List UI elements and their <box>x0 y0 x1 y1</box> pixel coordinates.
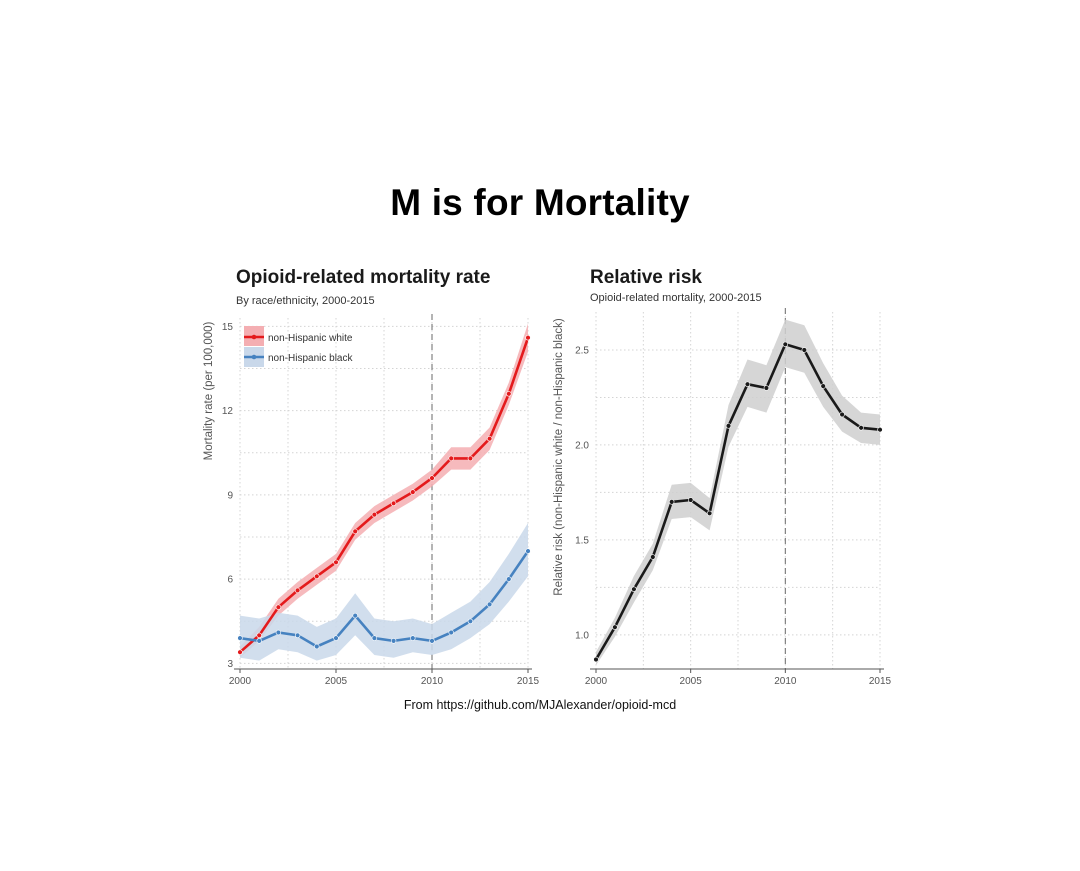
relative-risk-x-tick-label: 2015 <box>869 676 892 687</box>
relative-risk-point-series-0 <box>877 427 883 433</box>
mortality-point-series-0 <box>256 632 262 638</box>
mortality-point-series-1 <box>390 638 397 644</box>
mortality-point-series-0 <box>294 587 301 594</box>
mortality-band-series-0 <box>240 323 528 658</box>
mortality-y-tick-label: 15 <box>222 322 234 333</box>
relative-risk-chart: Relative risk Opioid-related mortality, … <box>553 267 892 687</box>
relative-risk-point-series-0 <box>631 586 637 592</box>
relative-risk-y-tick-label: 1.0 <box>575 630 589 641</box>
mortality-point-series-0 <box>371 511 378 518</box>
mortality-point-series-0 <box>467 455 474 462</box>
relative-risk-point-series-0 <box>725 423 732 429</box>
relative-risk-point-series-0 <box>668 499 675 505</box>
relative-risk-x-tick-label: 2000 <box>585 676 608 687</box>
mortality-chart-title: Opioid-related mortality rate <box>236 267 490 288</box>
relative-risk-grid <box>595 308 881 669</box>
mortality-point-series-0 <box>525 335 531 341</box>
mortality-point-series-1 <box>256 638 262 644</box>
mortality-point-series-0 <box>429 475 435 481</box>
mortality-x-tick-label: 2015 <box>517 676 540 687</box>
mortality-chart-subtitle: By race/ethnicity, 2000-2015 <box>236 295 375 307</box>
mortality-line-series-1 <box>239 550 530 648</box>
legend-white-swatch-point <box>251 334 257 340</box>
relative-risk-axes: 2000 2005 2010 2015 1.0 1.5 2.0 2.5 <box>575 345 891 687</box>
relative-risk-x-tick-label: 2005 <box>680 676 703 687</box>
legend-black-label: non-Hispanic black <box>268 353 353 364</box>
mortality-line-series-0 <box>239 337 530 654</box>
relative-risk-point-series-0 <box>744 381 751 387</box>
mortality-point-series-1 <box>486 601 493 608</box>
mortality-series-points <box>237 335 531 655</box>
relative-risk-point-series-0 <box>706 510 713 516</box>
mortality-y-tick-label: 12 <box>222 406 234 417</box>
mortality-y-axis-label: Mortality rate (per 100,000) <box>203 321 215 460</box>
mortality-point-series-0 <box>237 649 243 655</box>
mortality-point-series-1 <box>294 632 301 638</box>
mortality-y-tick-label: 6 <box>227 575 233 586</box>
mortality-point-series-1 <box>429 638 435 644</box>
source-credit: From https://github.com/MJAlexander/opio… <box>403 698 677 712</box>
mortality-point-series-1 <box>275 629 282 636</box>
mortality-point-series-1 <box>410 635 416 641</box>
mortality-point-series-0 <box>448 455 454 462</box>
mortality-y-tick-label: 3 <box>227 659 233 670</box>
relative-risk-point-series-0 <box>820 383 826 389</box>
mortality-point-series-0 <box>390 500 397 506</box>
mortality-point-series-1 <box>525 548 531 554</box>
page-title: M is for Mortality <box>390 182 690 223</box>
mortality-point-series-0 <box>275 604 282 610</box>
mortality-point-series-0 <box>352 528 358 535</box>
mortality-confidence-bands <box>240 323 528 661</box>
mortality-band-series-1 <box>240 523 528 661</box>
mortality-point-series-1 <box>333 635 339 641</box>
relative-risk-point-series-0 <box>612 624 618 630</box>
mortality-legend: non-Hispanic white non-Hispanic black <box>244 326 353 367</box>
relative-risk-point-series-0 <box>801 347 807 353</box>
relative-risk-line <box>594 342 881 661</box>
relative-risk-y-axis-label: Relative risk (non-Hispanic white / non-… <box>553 318 565 596</box>
relative-risk-point-series-0 <box>593 656 599 663</box>
mortality-series-lines <box>239 337 530 654</box>
mortality-point-series-0 <box>486 436 493 442</box>
relative-risk-chart-subtitle: Opioid-related mortality, 2000-2015 <box>590 292 762 304</box>
relative-risk-point-series-0 <box>858 425 864 431</box>
relative-risk-confidence-band <box>596 319 880 666</box>
relative-risk-point-series-0 <box>839 411 845 418</box>
relative-risk-point-series-0 <box>650 554 656 560</box>
mortality-point-series-0 <box>314 573 320 579</box>
relative-risk-band-series-0 <box>596 319 880 666</box>
relative-risk-chart-title: Relative risk <box>590 267 702 288</box>
relative-risk-point-series-0 <box>763 385 770 391</box>
relative-risk-y-tick-label: 1.5 <box>575 535 589 546</box>
relative-risk-point-series-0 <box>782 341 788 347</box>
mortality-point-series-1 <box>448 629 454 636</box>
mortality-y-tick-label: 9 <box>227 490 233 501</box>
legend-white-label: non-Hispanic white <box>268 333 353 344</box>
mortality-axes: 2000 2005 2010 2015 3 6 9 12 15 <box>222 322 540 687</box>
mortality-x-tick-label: 2010 <box>421 676 444 687</box>
mortality-point-series-0 <box>333 559 339 565</box>
mortality-point-series-0 <box>410 489 416 495</box>
mortality-x-tick-label: 2005 <box>325 676 348 687</box>
mortality-point-series-1 <box>314 643 320 650</box>
mortality-point-series-1 <box>352 612 358 619</box>
relative-risk-y-tick-label: 2.0 <box>575 440 589 451</box>
relative-risk-x-tick-label: 2010 <box>774 676 797 687</box>
relative-risk-point-series-0 <box>687 497 694 503</box>
mortality-point-series-1 <box>371 635 378 641</box>
relative-risk-points <box>593 341 883 663</box>
mortality-point-series-0 <box>506 391 512 397</box>
relative-risk-line-series-0 <box>594 342 881 661</box>
legend-black-swatch-point <box>251 354 257 360</box>
mortality-rate-chart: Opioid-related mortality rate By race/et… <box>203 267 540 687</box>
mortality-x-tick-label: 2000 <box>229 676 252 687</box>
mortality-point-series-1 <box>237 635 243 641</box>
mortality-point-series-1 <box>506 576 512 582</box>
relative-risk-y-tick-label: 2.5 <box>575 345 589 356</box>
mortality-point-series-1 <box>467 618 474 624</box>
